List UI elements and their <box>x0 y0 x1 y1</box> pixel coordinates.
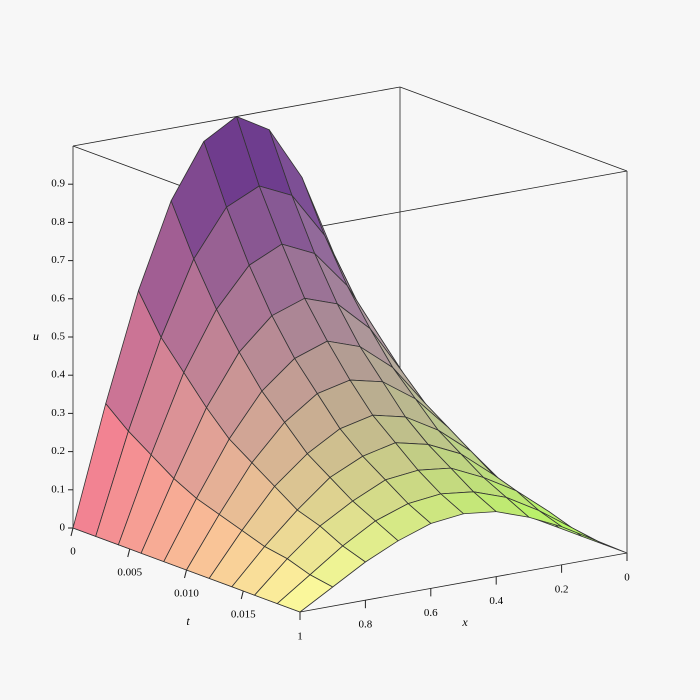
box-edge <box>299 552 628 613</box>
x-tick-label: 0 <box>624 572 630 584</box>
y-tick-label: 0.015 <box>231 609 256 621</box>
z-tick-label: 0.8 <box>51 216 65 228</box>
surface-cell <box>571 527 628 554</box>
z-tick-label: 0.1 <box>51 483 65 495</box>
x-tick-label: 0.4 <box>489 595 503 607</box>
surface-cell <box>538 510 595 541</box>
z-axis-label: u <box>33 329 39 343</box>
box-edge <box>299 170 628 231</box>
y-tick <box>127 548 131 558</box>
z-tick-label: 0.5 <box>51 331 65 343</box>
z-tick-label: 0.7 <box>51 254 65 266</box>
y-axis-label: t <box>186 614 190 628</box>
y-tick-label: 0.005 <box>117 567 142 579</box>
z-tick-label: 0.9 <box>51 178 65 190</box>
y-tick <box>70 527 74 537</box>
z-tick-label: 0.6 <box>51 292 65 304</box>
y-tick-label: 0 <box>70 546 76 558</box>
z-tick-label: 0 <box>60 522 66 534</box>
x-tick-label: 0.8 <box>359 619 373 631</box>
x-tick-label: 0.6 <box>424 607 438 619</box>
z-tick-label: 0.2 <box>51 445 65 457</box>
y-tick-label: 0.010 <box>174 588 199 600</box>
z-tick-label: 0.3 <box>51 407 65 419</box>
x-tick-label: 0.2 <box>555 583 569 595</box>
surface-cell <box>548 511 605 545</box>
x-tick-label: 1 <box>297 631 303 643</box>
z-tick-label: 0.4 <box>51 369 65 381</box>
y-tick <box>184 569 187 579</box>
x-axis-label: x <box>461 615 468 629</box>
y-tick <box>240 590 244 600</box>
box-edge <box>399 86 628 172</box>
